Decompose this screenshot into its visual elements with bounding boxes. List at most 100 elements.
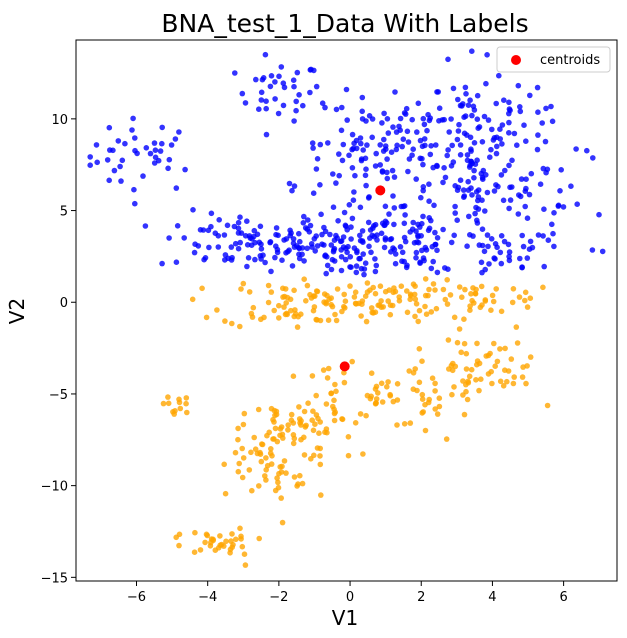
blue-cluster-point bbox=[481, 248, 488, 255]
orange-cluster-point bbox=[246, 467, 253, 473]
blue-cluster-point bbox=[468, 146, 474, 152]
blue-cluster-point bbox=[293, 98, 300, 105]
blue-cluster-point bbox=[502, 167, 508, 174]
blue-cluster-point bbox=[524, 255, 531, 261]
blue-cluster-point bbox=[267, 83, 274, 90]
orange-cluster-point bbox=[333, 317, 340, 324]
blue-cluster-point bbox=[421, 121, 428, 128]
blue-cluster-point bbox=[468, 158, 474, 165]
blue-cluster-point bbox=[323, 270, 330, 277]
orange-cluster-point bbox=[303, 298, 309, 304]
orange-cluster-point bbox=[318, 492, 324, 498]
blue-cluster-point bbox=[238, 230, 245, 236]
blue-cluster-point bbox=[224, 222, 231, 229]
orange-cluster-point bbox=[463, 350, 470, 357]
orange-cluster-point bbox=[249, 487, 255, 494]
blue-cluster-point bbox=[107, 147, 113, 153]
blue-cluster-point bbox=[328, 242, 335, 248]
blue-cluster-point bbox=[560, 204, 567, 210]
orange-cluster-point bbox=[291, 435, 298, 442]
blue-cluster-point bbox=[506, 119, 512, 126]
orange-cluster-point bbox=[401, 421, 408, 427]
centroid-point-1 bbox=[375, 185, 386, 196]
orange-cluster-point bbox=[263, 477, 269, 483]
blue-cluster-point bbox=[493, 100, 500, 107]
orange-cluster-point bbox=[509, 299, 516, 306]
blue-cluster-point bbox=[357, 135, 364, 141]
blue-cluster-point bbox=[131, 186, 137, 193]
blue-cluster-point bbox=[479, 139, 486, 145]
orange-cluster-point bbox=[485, 352, 492, 359]
orange-cluster-point bbox=[184, 409, 190, 416]
blue-cluster-point bbox=[499, 141, 505, 147]
orange-cluster-point bbox=[251, 434, 257, 441]
blue-cluster-point bbox=[523, 138, 529, 144]
orange-cluster-point bbox=[197, 547, 204, 553]
orange-cluster-point bbox=[160, 400, 167, 407]
blue-cluster-point bbox=[420, 213, 426, 220]
orange-cluster-point bbox=[268, 289, 275, 295]
orange-cluster-point bbox=[257, 449, 263, 456]
orange-cluster-point bbox=[500, 383, 507, 389]
orange-cluster-point bbox=[410, 281, 417, 288]
blue-cluster-point bbox=[498, 172, 505, 178]
blue-cluster-point bbox=[381, 136, 387, 143]
blue-cluster-point bbox=[469, 48, 475, 54]
blue-cluster-point bbox=[281, 84, 288, 91]
orange-cluster-point bbox=[520, 364, 526, 370]
blue-cluster-point bbox=[104, 157, 111, 163]
orange-cluster-point bbox=[192, 529, 198, 536]
orange-cluster-point bbox=[394, 422, 400, 428]
blue-cluster-point bbox=[418, 194, 424, 201]
blue-cluster-point bbox=[296, 92, 302, 98]
orange-cluster-point bbox=[177, 405, 184, 412]
blue-cluster-point bbox=[216, 217, 222, 223]
blue-cluster-point bbox=[289, 263, 296, 269]
orange-cluster-point bbox=[235, 436, 241, 443]
blue-cluster-point bbox=[454, 187, 461, 193]
legend: centroids bbox=[496, 46, 611, 73]
blue-cluster-point bbox=[294, 69, 301, 76]
blue-cluster-point bbox=[391, 174, 398, 180]
orange-cluster-point bbox=[490, 298, 497, 305]
blue-cluster-point bbox=[301, 258, 307, 264]
blue-cluster-point bbox=[514, 142, 520, 148]
blue-cluster-point bbox=[426, 215, 433, 221]
blue-cluster-point bbox=[317, 182, 323, 188]
blue-cluster-point bbox=[279, 257, 285, 264]
blue-cluster-point bbox=[278, 64, 285, 70]
blue-cluster-point bbox=[352, 172, 358, 179]
blue-cluster-point bbox=[400, 203, 407, 210]
blue-cluster-point bbox=[361, 271, 367, 278]
orange-cluster-point bbox=[373, 400, 379, 407]
blue-cluster-point bbox=[426, 117, 433, 124]
orange-cluster-point bbox=[426, 286, 432, 293]
orange-cluster-point bbox=[404, 288, 410, 294]
blue-cluster-point bbox=[419, 247, 425, 254]
orange-cluster-point bbox=[398, 283, 405, 290]
blue-cluster-point bbox=[406, 156, 413, 162]
blue-cluster-point bbox=[402, 212, 408, 218]
blue-cluster-point bbox=[159, 260, 165, 267]
blue-cluster-point bbox=[263, 98, 269, 104]
orange-cluster-point bbox=[176, 542, 182, 549]
blue-cluster-point bbox=[407, 229, 414, 235]
orange-cluster-point bbox=[332, 381, 338, 388]
orange-cluster-point bbox=[472, 290, 479, 297]
orange-cluster-point bbox=[454, 339, 461, 346]
blue-cluster-point bbox=[319, 231, 325, 238]
blue-cluster-point bbox=[535, 109, 541, 115]
blue-cluster-point bbox=[338, 267, 345, 274]
orange-cluster-point bbox=[189, 296, 196, 303]
blue-cluster-point bbox=[309, 140, 316, 146]
blue-cluster-point bbox=[401, 220, 408, 227]
blue-cluster-point bbox=[415, 233, 421, 240]
blue-cluster-point bbox=[309, 244, 315, 250]
blue-cluster-point bbox=[470, 233, 476, 239]
blue-cluster-point bbox=[293, 107, 299, 114]
orange-cluster-point bbox=[386, 287, 393, 293]
blue-cluster-point bbox=[551, 243, 557, 250]
blue-cluster-point bbox=[446, 129, 453, 135]
blue-cluster-point bbox=[247, 235, 253, 241]
blue-cluster-point bbox=[461, 194, 467, 200]
